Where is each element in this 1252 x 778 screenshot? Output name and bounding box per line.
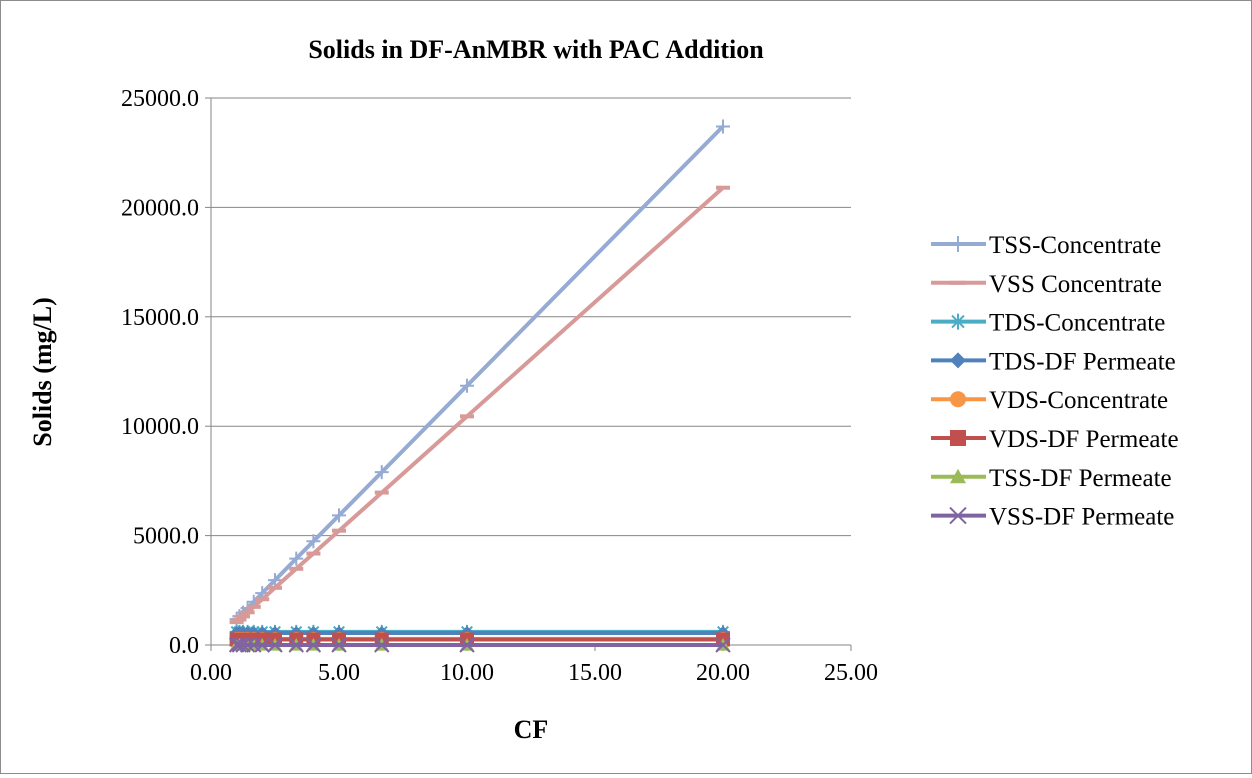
series-marker [289,566,304,571]
series-marker [950,236,966,252]
series-marker [716,185,730,190]
y-axis-label: Solids (mg/L) [28,297,57,447]
series-1 [229,119,730,627]
series-2 [229,185,730,625]
x-tick-label: 5.00 [318,660,360,686]
legend: TSS-Concentrate VSS Concentrate TDS-Concen… [931,232,1179,531]
plot-series [228,119,731,653]
series-marker [950,352,966,369]
legend-label: VDS-DF Permeate [989,426,1179,453]
series-marker [949,506,967,525]
series-marker [289,551,304,566]
series-marker [950,468,966,484]
series-marker [235,637,251,653]
series-marker [374,465,389,480]
legend-label: TSS-Concentrate [989,232,1161,259]
legend-item: VDS-Concentrate [931,387,1168,414]
series-marker [268,573,282,588]
series-marker [374,490,389,495]
series-8 [228,637,731,653]
series-marker [950,391,966,408]
series-marker [228,637,245,653]
series-marker [374,637,390,653]
series-marker [236,614,250,619]
series-marker [305,637,322,653]
chart-title: Solids in DF-AnMBR with PAC Addition [308,35,764,64]
series-marker [288,637,304,653]
y-tick-label: 10000.0 [121,414,199,440]
y-tick-label: 20000.0 [121,195,199,221]
legend-label: VSS Concentrate [989,271,1162,298]
series-marker [460,378,474,393]
series-line [235,124,725,621]
legend-item: TSS-Concentrate [931,232,1161,259]
y-tick-label: 15000.0 [121,305,199,331]
series-marker [459,637,475,653]
x-tick-label: 25.00 [824,660,878,686]
series-marker [715,637,731,653]
legend-label: VDS-Concentrate [989,387,1168,414]
series-marker [232,617,247,622]
legend-label: VSS-DF Permeate [989,504,1174,531]
x-tick-label: 10.00 [440,660,494,686]
series-marker [229,620,244,625]
y-tick-label: 5000.0 [133,524,199,550]
series-marker [268,585,282,590]
series-marker [331,637,347,653]
gridlines [211,97,851,537]
series-marker [255,597,270,602]
series-marker [950,313,966,330]
x-tick-label: 0.00 [190,660,232,686]
series-marker [239,637,256,653]
y-tick-label: 25000.0 [121,86,199,112]
legend-item: VSS Concentrate [931,271,1162,298]
series-marker [306,534,321,549]
series-marker [460,414,474,419]
series-marker [240,610,255,615]
series-marker [332,508,346,523]
y-tick-label: 0.0 [169,633,199,659]
legend-item: TSS-DF Permeate [931,465,1172,492]
series-marker [950,430,966,446]
legend-item: VDS-DF Permeate [931,426,1179,453]
series-marker [716,119,730,134]
series-marker [267,637,283,653]
series-marker [332,528,346,533]
series-marker [254,637,270,653]
legend-label: TSS-DF Permeate [989,465,1172,492]
legend-label: TDS-DF Permeate [989,348,1176,375]
legend-item: TDS-Concentrate [931,310,1165,337]
tick-labels: 0.0 5000.0 10000.0 15000.0 20000.0 25000.0 0.0… [121,86,878,686]
x-tick-label: 15.00 [568,660,622,686]
legend-label: TDS-Concentrate [989,310,1165,337]
series-line [235,186,725,624]
x-tick-label: 20.00 [696,660,750,686]
legend-item: VSS-DF Permeate [931,504,1174,531]
legend-item: TDS-DF Permeate [931,348,1176,375]
x-axis-label: CF [514,715,549,744]
series-marker [306,551,321,556]
series-marker [246,604,261,609]
series-marker [950,280,966,285]
